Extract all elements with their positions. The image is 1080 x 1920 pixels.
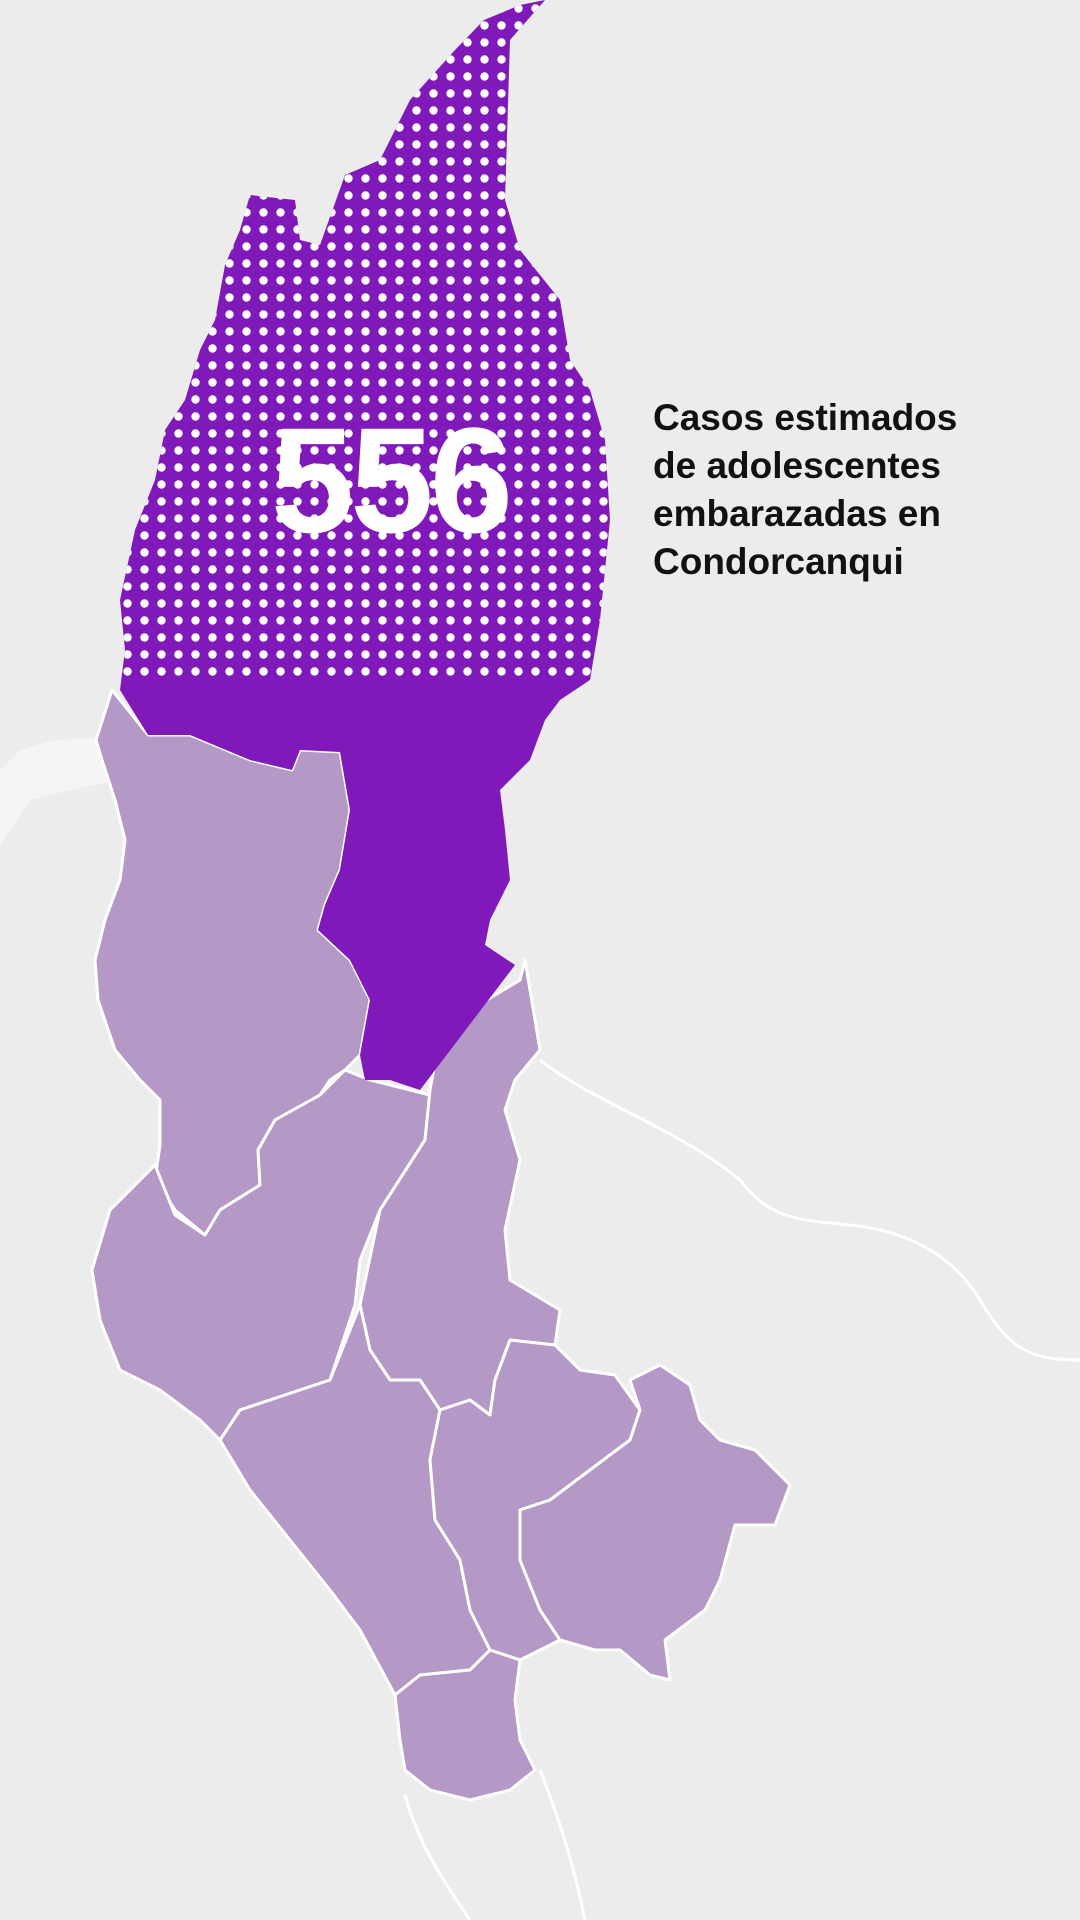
neighbor-land [0, 738, 130, 845]
caption-line-3: embarazadas en [653, 493, 941, 534]
province-south-east [518, 1363, 792, 1682]
caption-line-1: Casos estimados [653, 397, 958, 438]
caption-line-4: Condorcanqui [653, 541, 904, 582]
province-far-south [393, 1648, 537, 1802]
river-line-south [403, 1769, 587, 1920]
map-caption: Casos estimados de adolescentes embaraza… [653, 394, 1043, 586]
other-provinces [90, 688, 792, 1802]
river-line [539, 1058, 1080, 1362]
highlight-value: 556 [270, 396, 513, 564]
province-west-south [90, 1068, 432, 1442]
caption-line-2: de adolescentes [653, 445, 941, 486]
condorcanqui-dot-pattern [120, 0, 610, 680]
province-condorcanqui [120, 0, 610, 1090]
